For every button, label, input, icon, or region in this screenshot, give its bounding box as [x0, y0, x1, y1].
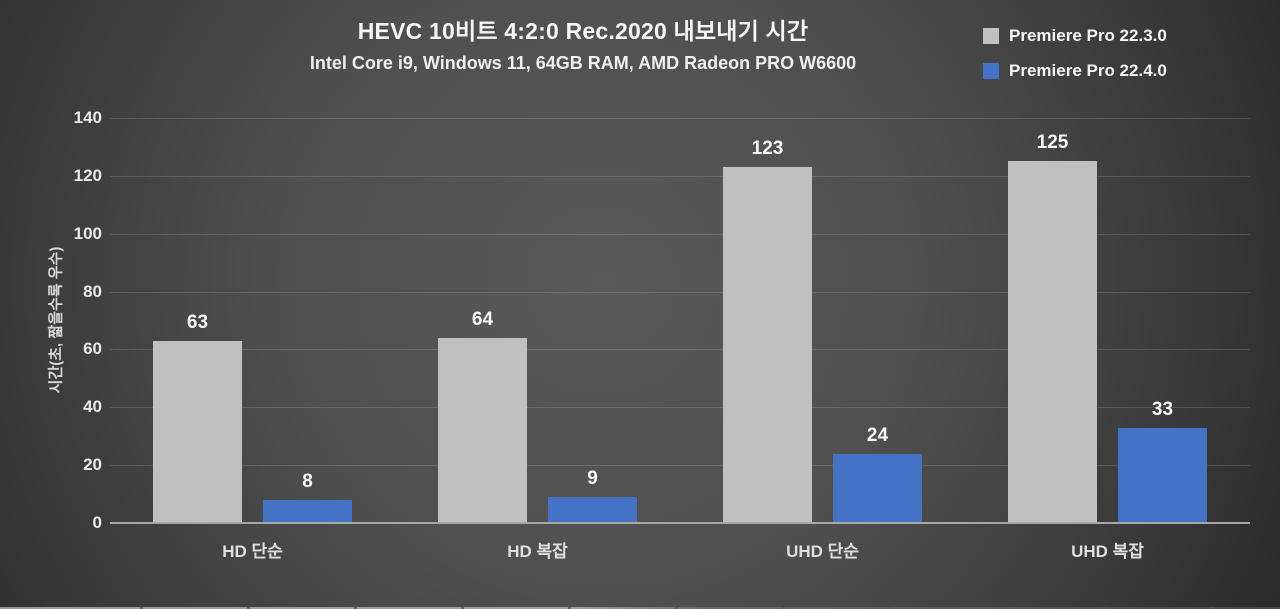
- bar-value-label: 9: [587, 467, 598, 489]
- gridline-140: [110, 118, 1250, 119]
- bar-value-label: 24: [866, 424, 889, 446]
- bottom-strip-tick: [782, 607, 785, 609]
- bar-value-label: 63: [186, 311, 209, 333]
- bottom-strip-tick: [1210, 607, 1213, 609]
- bottom-strip-tick: [996, 607, 999, 609]
- bar-group-2: 123 24: [680, 118, 965, 523]
- bottom-strip-tick: [889, 607, 892, 609]
- bottom-strip-tick: [461, 607, 464, 609]
- y-tick-label-100: 100: [73, 223, 102, 243]
- bar-series1-2: 24: [833, 425, 922, 523]
- bar-series0-0: 63: [153, 312, 242, 523]
- gridline-80: [110, 291, 1250, 293]
- bar-group-1: 64 9: [395, 118, 680, 523]
- bar-value-label: 33: [1151, 398, 1174, 420]
- bar-value-label: 123: [751, 138, 784, 160]
- legend-item-1: Premiere Pro 22.4.0: [983, 61, 1167, 81]
- bottom-strip-tick: [247, 607, 250, 609]
- legend-swatch-icon: [983, 63, 999, 79]
- bar-series1-0: 8: [263, 471, 352, 523]
- bar-group-3: 125 33: [965, 118, 1250, 523]
- bar-value-label: 64: [471, 308, 494, 330]
- title-block: HEVC 10비트 4:2:0 Rec.2020 내보내기 시간 Intel C…: [0, 12, 1166, 74]
- bar-series0-2: 123: [723, 138, 812, 523]
- bar-series1-1: 9: [548, 468, 637, 523]
- gridline-60: [110, 349, 1250, 351]
- chart-subtitle: Intel Core i9, Windows 11, 64GB RAM, AMD…: [309, 53, 857, 73]
- bottom-strip-tick: [568, 607, 571, 609]
- bottom-strip-tick: [354, 607, 357, 609]
- legend-swatch-icon: [983, 28, 999, 44]
- y-tick-label-20: 20: [83, 455, 102, 475]
- plot-area: 63 8 64 9 123 24 125 33: [110, 118, 1250, 524]
- bar-series1-3: 33: [1118, 399, 1207, 523]
- bar-value-label: 125: [1036, 132, 1069, 154]
- y-tick-label-40: 40: [83, 397, 102, 417]
- x-tick-label-2: UHD 단순: [786, 542, 859, 561]
- y-tick-label-0: 0: [92, 513, 102, 532]
- y-tick-label-60: 60: [83, 339, 102, 359]
- bottom-strip-tick: [140, 607, 143, 609]
- legend-label: Premiere Pro 22.3.0: [1009, 26, 1167, 45]
- bar-series0-1: 64: [438, 309, 527, 523]
- bar-series0-3: 125: [1008, 132, 1097, 523]
- gridline-100: [110, 233, 1250, 235]
- x-axis-line: [110, 522, 1250, 524]
- y-tick-label-140: 140: [73, 108, 102, 127]
- x-axis-category-labels: HD 단순 HD 복잡 UHD 단순 UHD 복잡: [110, 537, 1250, 562]
- gridline-40: [110, 407, 1250, 409]
- legend: Premiere Pro 22.3.0 Premiere Pro 22.4.0: [983, 26, 1167, 96]
- x-tick-label-0: HD 단순: [222, 542, 283, 561]
- gridline-20: [110, 465, 1250, 467]
- x-tick-label-3: UHD 복잡: [1071, 542, 1144, 561]
- bottom-strip-tick: [675, 607, 678, 609]
- bar-group-0: 63 8: [110, 118, 395, 523]
- y-tick-label-120: 120: [73, 165, 102, 185]
- x-tick-label-1: HD 복잡: [507, 542, 568, 561]
- bottom-edge-strip: [0, 607, 1280, 609]
- bar-groups: 63 8 64 9 123 24 125 33: [110, 118, 1250, 523]
- chart-title: HEVC 10비트 4:2:0 Rec.2020 내보내기 시간: [357, 18, 809, 44]
- y-tick-label-80: 80: [83, 281, 102, 301]
- legend-label: Premiere Pro 22.4.0: [1009, 61, 1167, 80]
- bottom-strip-tick: [1103, 607, 1106, 609]
- bar-value-label: 8: [302, 470, 313, 492]
- gridline-120: [110, 175, 1250, 177]
- legend-item-0: Premiere Pro 22.3.0: [983, 26, 1167, 46]
- y-axis-tick-labels: 0 20 40 60 80 100 120 140: [28, 108, 102, 532]
